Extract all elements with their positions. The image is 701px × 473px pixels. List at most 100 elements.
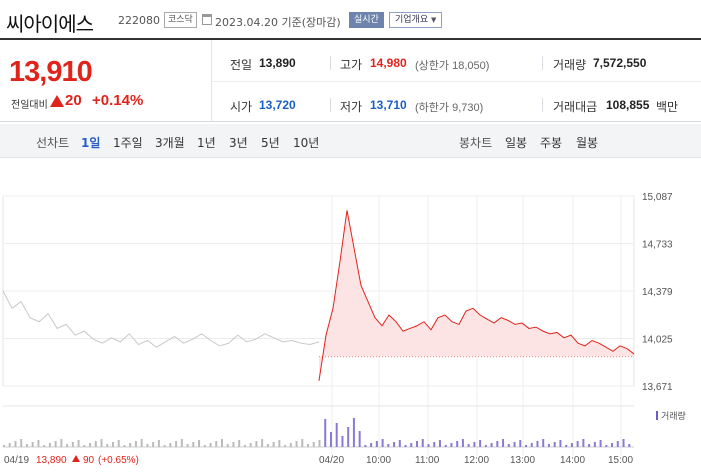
volume-bar — [43, 445, 46, 447]
volume-bar — [272, 442, 275, 447]
volume-bar — [134, 441, 137, 447]
volume-bar — [25, 444, 28, 447]
volume-bar — [588, 444, 591, 447]
volume-bar — [261, 439, 264, 447]
volume-bar — [295, 441, 298, 447]
volume-bar — [89, 443, 92, 447]
volume-bar — [433, 442, 436, 447]
volume-bar — [243, 445, 246, 447]
y-tick-label: 14,025 — [642, 335, 673, 346]
upper-limit: (상한가 18,050) — [415, 60, 490, 72]
volume-bar — [341, 436, 344, 447]
volume-bar — [60, 439, 63, 447]
volume-bar — [502, 439, 505, 447]
volume-bar — [547, 444, 550, 447]
volume-bar — [175, 441, 178, 447]
current-price-box: 13,910 전일대비 20 +0.14% — [0, 40, 212, 122]
lower-limit: (하한가 9,730) — [415, 102, 484, 114]
x-tick-label: 10:00 — [366, 455, 391, 466]
tab-1w[interactable]: 1주일 — [113, 136, 143, 150]
volume-bar — [404, 445, 407, 447]
volume-bar — [496, 441, 499, 447]
prev-day-line — [2, 290, 320, 348]
volume-bar — [192, 442, 195, 447]
line-chart-label: 선차트 — [36, 136, 70, 150]
chart-grid — [2, 195, 635, 456]
price-summary: 13,910 전일대비 20 +0.14% 전일 13,890 고가 14,98… — [0, 38, 701, 122]
volume-bar — [421, 439, 424, 447]
x-tick-label: 04/20 — [319, 455, 344, 466]
x-tick-label: 13:00 — [510, 455, 535, 466]
volume-bar — [198, 440, 201, 447]
tab-weekly[interactable]: 주봉 — [540, 136, 563, 150]
y-axis-ticks: 15,087 14,733 14,379 14,025 13,671 — [642, 192, 673, 393]
volume-bar — [513, 442, 516, 447]
stock-name: 씨아이에스 — [6, 12, 94, 36]
volume-bar — [180, 439, 183, 447]
today-line — [318, 210, 635, 381]
company-info-label: 기업개요 — [395, 15, 429, 25]
volume-legend-swatch — [656, 411, 658, 420]
volume-bar — [507, 444, 510, 447]
today-series — [318, 210, 635, 381]
volume-bar — [473, 442, 476, 447]
volume-bar — [393, 442, 396, 447]
volume-bar — [416, 441, 419, 447]
x-tick-label: 11:00 — [415, 455, 440, 466]
company-info-dropdown[interactable]: 기업개요 ▼ — [389, 12, 443, 28]
volume-bar — [335, 423, 338, 447]
volume-bar — [593, 442, 596, 447]
volume-bar — [542, 439, 545, 447]
volume-bar — [622, 439, 625, 447]
volume-bar — [479, 440, 482, 447]
realtime-button[interactable]: 실시간 — [349, 12, 384, 28]
prev-day-rate: (+0.65%) — [98, 455, 139, 466]
volume-bar — [117, 440, 120, 447]
volume-bar — [169, 443, 172, 447]
volume-bar — [570, 443, 573, 447]
volume-bar — [398, 440, 401, 447]
tab-1y[interactable]: 1년 — [197, 136, 216, 150]
volume-value: 7,572,550 — [593, 56, 647, 70]
volume-bar — [490, 443, 493, 447]
open-label: 시가 — [230, 100, 253, 114]
volume-bar — [358, 431, 361, 447]
tab-1d[interactable]: 1일 — [81, 136, 101, 150]
amount-label: 거래대금 — [553, 100, 598, 114]
volume-bar — [226, 444, 229, 447]
volume-bars — [3, 418, 631, 447]
separator — [330, 56, 331, 70]
volume-bar — [410, 443, 413, 447]
volume-bar — [307, 444, 310, 447]
volume-bar — [611, 443, 614, 447]
volume-bar — [484, 445, 487, 447]
tab-3y[interactable]: 3년 — [229, 136, 248, 150]
separator — [542, 98, 543, 112]
volume-bar — [519, 440, 522, 447]
volume-label: 거래량 — [553, 58, 587, 72]
prev-close-value: 13,890 — [259, 56, 296, 70]
chart-area: 15,087 14,733 14,379 14,025 13,671 04/20 10:0… — [0, 158, 701, 473]
volume-bar — [203, 445, 206, 447]
volume-bar — [553, 442, 556, 447]
volume-bar — [123, 445, 126, 447]
volume-bar — [616, 441, 619, 447]
volume-bar — [140, 439, 143, 447]
diff-value: 20 — [65, 92, 82, 109]
tab-3m[interactable]: 3개월 — [155, 136, 185, 150]
open-value: 13,720 — [259, 98, 296, 112]
volume-bar — [318, 440, 321, 447]
tab-10y[interactable]: 10년 — [293, 136, 320, 150]
volume-bar — [278, 440, 281, 447]
stock-code: 222080 — [118, 14, 160, 27]
prev-day-info: 13,890 — [36, 455, 67, 466]
tab-monthly[interactable]: 월봉 — [576, 136, 599, 150]
volume-bar — [324, 419, 327, 447]
y-tick-label: 15,087 — [642, 192, 673, 203]
volume-bar — [370, 443, 373, 447]
x-tick-label: 12:00 — [464, 455, 489, 466]
volume-bar — [559, 440, 562, 447]
volume-bar — [146, 444, 149, 447]
tab-daily[interactable]: 일봉 — [505, 136, 528, 150]
tab-5y[interactable]: 5년 — [261, 136, 280, 150]
